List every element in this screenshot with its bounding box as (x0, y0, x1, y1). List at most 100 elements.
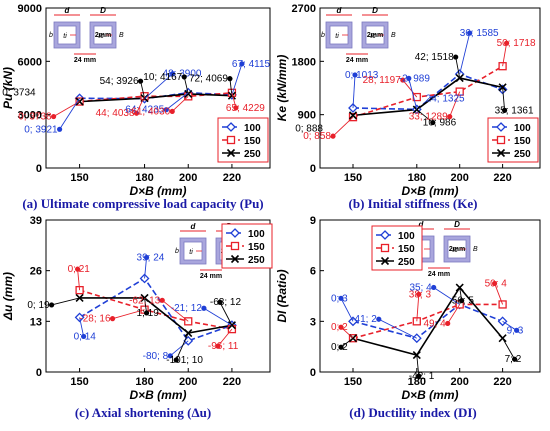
annotation-label: 0; 1013 (345, 70, 379, 81)
annotation-leader (494, 283, 504, 305)
series-line-150 (352, 303, 503, 339)
caption-a: (a) Ultimate compressive load capacity (… (22, 196, 264, 211)
y-tick-label: 0 (36, 367, 42, 379)
annotation-leader (175, 332, 189, 361)
annotation-label: -96; 11 (208, 341, 239, 352)
y-axis-label: DI (Ratio) (275, 269, 289, 322)
annotation-dot (504, 40, 510, 46)
annotation-dot (169, 71, 176, 77)
y-axis-label: Pu (kN) (1, 67, 15, 109)
annotation-label: -21; 12 (171, 303, 203, 314)
annotation-label: 50; 4 (485, 278, 508, 289)
legend-label: 150 (248, 242, 265, 253)
annotation-leader (169, 340, 189, 357)
x-tick-label: 180 (135, 376, 153, 388)
annotation-dot (133, 110, 140, 116)
annotation-leader (459, 32, 471, 75)
legend-label: 100 (248, 229, 265, 240)
series-line-250 (352, 286, 504, 357)
annotation-leader (144, 257, 148, 279)
annotation-leader (140, 81, 145, 99)
x-tick-label: 220 (493, 172, 511, 184)
annotation-dot (502, 107, 508, 113)
legend-label: 150 (398, 244, 415, 255)
annotation-leader (53, 101, 80, 117)
annotation-label: 33; 1289 (409, 112, 448, 123)
annotation-leader (502, 337, 515, 360)
annotation-leader (59, 98, 80, 130)
annotation-leader (112, 309, 145, 320)
annotation-dot (453, 54, 459, 60)
annotation-leader (144, 73, 173, 100)
annotation-dot (217, 299, 223, 305)
annotation-label: 0; 3921 (24, 124, 58, 135)
point-square-legend-150 (380, 243, 390, 253)
x-tick-label: 150 (344, 172, 362, 184)
inset-gap-label: 2mm (367, 32, 383, 39)
annotation-dot (445, 320, 451, 327)
y-tick-label: 0 (36, 163, 42, 175)
annotation-leader (229, 78, 233, 96)
annotation-label: -62; 13 (129, 295, 161, 306)
caption-b: (b) Initial stiffness (Ke) (348, 196, 478, 211)
legend-label: 150 (244, 136, 261, 147)
annotation-label: 1; 19 (137, 308, 160, 319)
annotation-label: 35; 4 (409, 282, 432, 293)
annotation-dot (143, 254, 150, 261)
annotation-dot (492, 280, 498, 287)
x-tick-label: 220 (223, 376, 241, 388)
annotation-dot (163, 107, 169, 113)
annotation-label: 0; 14 (74, 331, 97, 342)
inset-dim-label: d (337, 6, 343, 15)
annotation-label: 24; 1325 (426, 93, 465, 104)
annotation-label: 10; 4167 (143, 72, 182, 83)
plot-frame (45, 7, 271, 169)
annotation-label: 0; 888 (295, 123, 323, 134)
series-line-250 (79, 297, 233, 334)
point-square-legend-150 (230, 241, 240, 251)
chart-b: 0 900 1800 2700 150 180 200 220 D×B (mm) Ke (kN/m… (275, 3, 541, 198)
annotation-label: -28; 16 (79, 314, 111, 325)
legend-label: 250 (398, 257, 415, 268)
annotation-leader (183, 76, 189, 95)
annotation-dot (352, 72, 358, 78)
annotation-dot (511, 356, 518, 362)
y-tick-label: 39 (30, 215, 42, 227)
inset-B-label: B (391, 32, 396, 39)
x-axis-label: D×B (mm) (401, 184, 458, 198)
inset-dim-label: d (65, 6, 71, 15)
x-tick-label: 200 (179, 172, 197, 184)
x-tick-label: 220 (223, 172, 241, 184)
annotation-leader (219, 302, 233, 326)
point-x-legend-250 (380, 256, 390, 266)
annotation-leader (165, 92, 189, 111)
annotation-label: 38; 3 (409, 289, 432, 300)
annotation-dot (239, 61, 245, 67)
legend-label: 250 (514, 149, 531, 160)
annotation-leader (416, 355, 420, 377)
annotation-leader (340, 298, 354, 322)
y-axis-label: Ke (kN/mm) (275, 55, 289, 122)
y-tick-label: 9000 (18, 3, 42, 15)
x-tick-label: 200 (451, 376, 469, 388)
annotation-label: 0; 2 (331, 342, 348, 353)
x-axis-label: D×B (mm) (129, 184, 186, 198)
annotation-leader (136, 96, 145, 114)
legend-label: 100 (244, 123, 261, 134)
legend-label: 100 (398, 231, 415, 242)
point-diamond-legend-100 (230, 228, 240, 238)
annotation-leader (416, 109, 434, 123)
x-tick-label: 150 (70, 172, 88, 184)
caption-d: (d) Ductility index (DI) (349, 405, 477, 420)
annotation-dot (233, 105, 239, 111)
annotation-dot (338, 324, 344, 330)
legend-label: 250 (244, 149, 261, 160)
annotation-dot (400, 77, 406, 83)
inset-thickness-label: ti (63, 33, 67, 40)
inset-thickness-label: ti (189, 249, 193, 256)
annotation-dot (431, 284, 437, 291)
annotation-leader (502, 320, 517, 331)
annotation-label: 0; 2 (331, 322, 348, 333)
